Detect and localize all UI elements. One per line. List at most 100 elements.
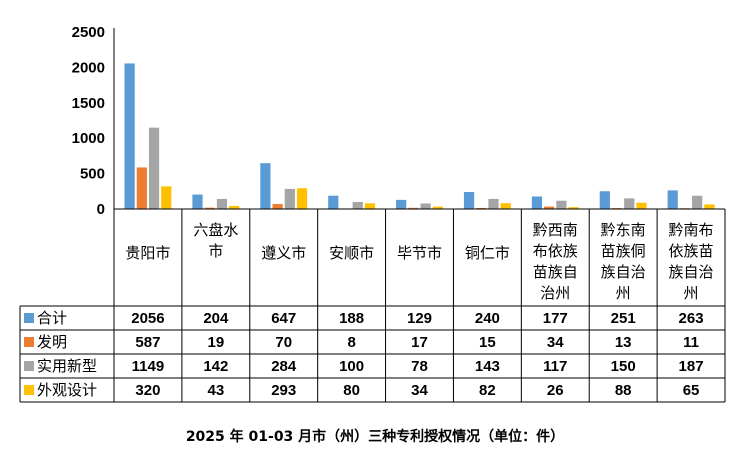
bar bbox=[364, 203, 376, 209]
table-value-cell: 26 bbox=[547, 382, 564, 399]
bar bbox=[624, 198, 635, 209]
category-label: 治州 bbox=[540, 284, 570, 302]
bar bbox=[544, 206, 555, 209]
legend-series-name: 外观设计 bbox=[37, 381, 97, 399]
y-tick-label: 1500 bbox=[72, 95, 105, 112]
bar bbox=[136, 167, 147, 209]
legend-series-name: 合计 bbox=[37, 309, 67, 327]
bar bbox=[352, 201, 363, 209]
bar bbox=[531, 196, 543, 209]
y-tick-label: 500 bbox=[80, 166, 105, 183]
table-value-cell: 2056 bbox=[131, 310, 164, 327]
table-value-cell: 65 bbox=[683, 382, 700, 399]
table-value-cell: 13 bbox=[615, 334, 632, 351]
y-tick-label: 2000 bbox=[72, 59, 105, 76]
bar bbox=[296, 188, 308, 209]
legend-swatch bbox=[24, 361, 34, 371]
table-value-cell: 34 bbox=[411, 382, 428, 399]
table-value-cell: 80 bbox=[343, 382, 360, 399]
bar bbox=[568, 207, 579, 209]
bar bbox=[229, 205, 240, 209]
table-value-cell: 117 bbox=[543, 358, 567, 375]
bar bbox=[476, 207, 487, 209]
table-value-cell: 82 bbox=[479, 382, 496, 399]
bar bbox=[463, 192, 475, 209]
table-value-cell: 187 bbox=[679, 358, 704, 375]
legend-swatch bbox=[24, 313, 34, 323]
table-value-cell: 34 bbox=[547, 334, 564, 351]
bar bbox=[636, 202, 647, 209]
legend-swatch bbox=[24, 337, 34, 347]
legend-series-name: 发明 bbox=[37, 333, 67, 351]
table-value-cell: 204 bbox=[203, 310, 229, 327]
table-value-cell: 1149 bbox=[132, 358, 165, 375]
bar bbox=[408, 207, 419, 209]
table-value-cell: 143 bbox=[475, 358, 500, 375]
bar bbox=[328, 195, 339, 209]
table-value-cell: 150 bbox=[611, 358, 636, 375]
category-label: 苗族侗 bbox=[601, 242, 646, 260]
table-value-cell: 251 bbox=[611, 310, 636, 327]
y-tick-label: 2500 bbox=[72, 24, 105, 41]
table-value-cell: 587 bbox=[135, 334, 160, 351]
bar bbox=[148, 127, 160, 209]
bar bbox=[204, 207, 215, 209]
bar bbox=[488, 198, 499, 209]
category-label: 苗族自 bbox=[533, 263, 578, 281]
bar bbox=[192, 194, 203, 209]
category-label: 族自治 bbox=[601, 263, 646, 281]
bar bbox=[667, 190, 678, 209]
table-value-cell: 142 bbox=[203, 358, 228, 375]
category-label: 州 bbox=[684, 284, 699, 302]
table-value-cell: 78 bbox=[411, 358, 428, 375]
category-label: 六盘水 bbox=[193, 221, 238, 239]
table-value-cell: 129 bbox=[407, 310, 432, 327]
table-value-cell: 15 bbox=[479, 334, 496, 351]
table-value-cell: 17 bbox=[411, 334, 428, 351]
bar bbox=[704, 204, 715, 209]
bar bbox=[396, 199, 407, 209]
category-label: 黔南布 bbox=[669, 221, 714, 239]
category-label: 黔东南 bbox=[601, 221, 646, 239]
bar bbox=[420, 203, 431, 209]
table-value-cell: 284 bbox=[271, 358, 297, 375]
category-label: 贵阳市 bbox=[125, 244, 170, 262]
table-value-cell: 100 bbox=[339, 358, 364, 375]
bar bbox=[432, 206, 443, 209]
bar bbox=[556, 200, 567, 209]
table-value-cell: 70 bbox=[275, 334, 292, 351]
table-value-cell: 293 bbox=[271, 382, 296, 399]
table-value-cell: 11 bbox=[683, 334, 699, 351]
category-label: 安顺市 bbox=[329, 244, 374, 262]
table-value-cell: 263 bbox=[679, 310, 704, 327]
category-label: 族自治 bbox=[669, 263, 714, 281]
bar bbox=[124, 63, 135, 210]
table-value-cell: 88 bbox=[615, 382, 632, 399]
category-label: 布依族 bbox=[533, 242, 578, 260]
bar bbox=[500, 203, 511, 209]
table-value-cell: 240 bbox=[475, 310, 500, 327]
table-value-cell: 647 bbox=[271, 310, 296, 327]
y-tick-label: 0 bbox=[97, 201, 105, 218]
table-value-cell: 188 bbox=[339, 310, 364, 327]
legend-series-name: 实用新型 bbox=[37, 357, 97, 375]
category-label: 市 bbox=[208, 242, 223, 260]
category-label: 铜仁市 bbox=[465, 244, 510, 262]
bar bbox=[161, 186, 172, 209]
y-tick-label: 1000 bbox=[72, 130, 105, 147]
chart-caption: 2025 年 01-03 月市（州）三种专利授权情况（单位：件） bbox=[185, 429, 565, 445]
table-value-cell: 320 bbox=[135, 382, 160, 399]
legend-swatch bbox=[24, 385, 34, 395]
bar bbox=[216, 198, 228, 209]
bar bbox=[260, 163, 271, 209]
table-value-cell: 19 bbox=[207, 334, 224, 351]
category-label: 依族苗 bbox=[669, 242, 714, 260]
bar bbox=[599, 191, 610, 209]
bar bbox=[284, 188, 295, 209]
table-value-cell: 43 bbox=[207, 382, 224, 399]
table-value-cell: 177 bbox=[543, 310, 568, 327]
category-label: 毕节市 bbox=[397, 244, 442, 262]
bar bbox=[692, 195, 703, 209]
table-value-cell: 8 bbox=[347, 334, 355, 351]
